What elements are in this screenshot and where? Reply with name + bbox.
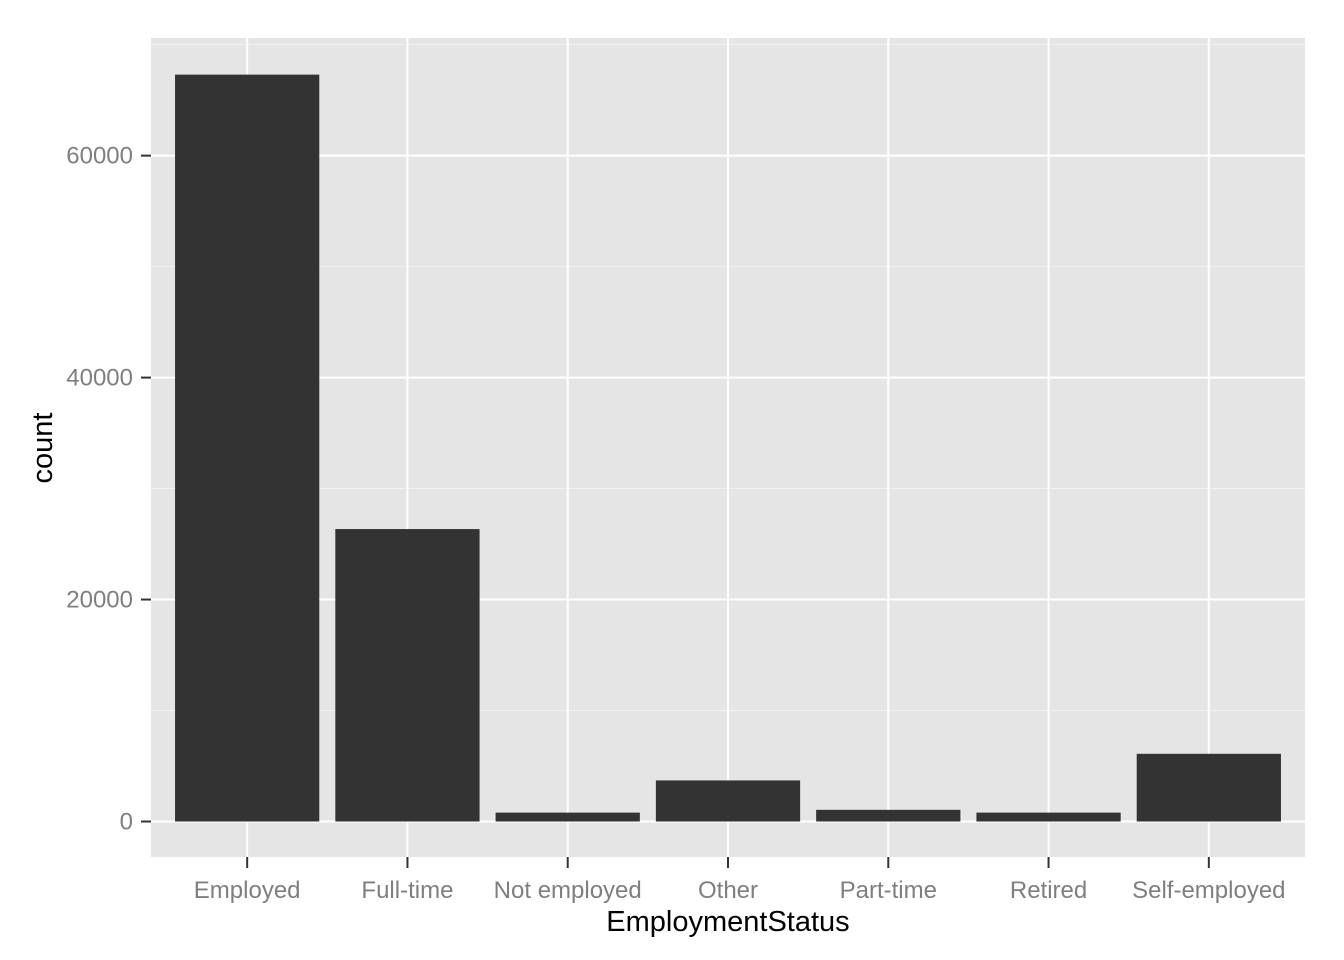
bars (175, 74, 1281, 822)
x-tick-label: Full-time (361, 877, 453, 904)
x-axis: Employed Full-time Not employed Other Part-t… (194, 857, 1286, 904)
x-axis-title: EmploymentStatus (606, 906, 849, 938)
x-tick-label: Part-time (840, 877, 937, 904)
y-tick-label: 40000 (66, 365, 133, 392)
x-tick-label: Other (698, 877, 758, 904)
y-tick-label: 60000 (66, 143, 133, 170)
bar (816, 809, 961, 822)
bar (495, 812, 640, 822)
bar (335, 529, 480, 822)
bar (655, 780, 801, 822)
x-tick-label: Not employed (494, 877, 642, 904)
x-tick-label: Self-employed (1132, 877, 1285, 904)
bar (1136, 753, 1281, 822)
y-tick-label: 0 (120, 808, 133, 835)
y-tick-label: 20000 (66, 587, 133, 614)
y-axis: 0 20000 40000 60000 (66, 143, 151, 835)
x-tick-label: Employed (194, 877, 301, 904)
x-tick-label: Retired (1010, 877, 1087, 904)
bar (175, 74, 320, 822)
bar (976, 812, 1121, 822)
y-axis-title: count (27, 413, 59, 484)
